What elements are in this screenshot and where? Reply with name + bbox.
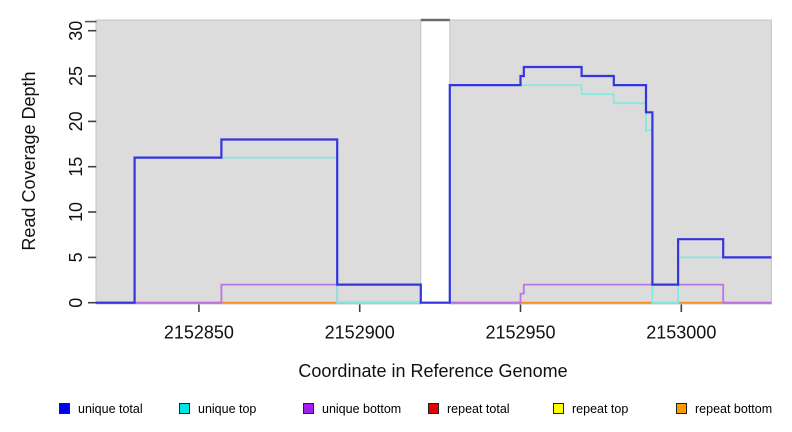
x-tick-label: 2152850 xyxy=(164,323,234,343)
axis-ticks xyxy=(88,29,683,312)
plot-panels xyxy=(95,19,772,305)
legend-label: repeat total xyxy=(447,401,510,416)
series-line-unique-total xyxy=(96,65,772,304)
gap-markers xyxy=(85,18,450,23)
unique-total-swatch-icon xyxy=(59,403,70,414)
unique-top-swatch-icon xyxy=(179,403,190,414)
series-lines xyxy=(96,65,772,304)
legend-label: unique total xyxy=(78,401,143,416)
y-tick-label: 25 xyxy=(66,66,86,86)
coverage-region-panel xyxy=(449,19,772,305)
repeat-top-swatch-icon xyxy=(553,403,564,414)
legend-item-unique-total: unique total xyxy=(59,401,143,416)
legend-item-repeat-top: repeat top xyxy=(553,401,628,416)
x-tick-label: 2152900 xyxy=(325,323,395,343)
x-tick-label: 2153000 xyxy=(646,323,716,343)
y-tick-label: 10 xyxy=(66,202,86,222)
y-axis-title: Read Coverage Depth xyxy=(19,71,39,250)
legend-item-unique-bottom: unique bottom xyxy=(303,401,401,416)
legend-label: unique bottom xyxy=(322,401,402,416)
repeat-total-swatch-icon xyxy=(428,403,439,414)
series-line-unique-top xyxy=(96,84,772,304)
x-tick-label: 2152950 xyxy=(485,323,555,343)
legend-item-repeat-total: repeat total xyxy=(428,401,510,416)
y-tick-label: 5 xyxy=(66,252,86,262)
repeat-bottom-swatch-icon xyxy=(676,403,687,414)
unique-bottom-swatch-icon xyxy=(303,403,314,414)
y-tick-label: 30 xyxy=(66,21,86,41)
legend-label: repeat bottom xyxy=(695,401,773,416)
legend-item-unique-top: unique top xyxy=(179,401,256,416)
series-line-unique-bottom xyxy=(96,283,772,304)
y-tick-label: 20 xyxy=(66,111,86,131)
y-tick-label: 15 xyxy=(66,157,86,177)
x-axis-title: Coordinate in Reference Genome xyxy=(298,361,567,381)
y-tick-label: 0 xyxy=(66,298,86,308)
legend-item-repeat-bottom: repeat bottom xyxy=(676,401,772,416)
legend-label: repeat top xyxy=(572,401,629,416)
coverage-region-panel xyxy=(95,19,422,305)
legend-label: unique top xyxy=(198,401,257,416)
tick-labels: 2152850 2152900 2152950 2153000 0 5 10 15 20 25 30 xyxy=(66,21,716,343)
